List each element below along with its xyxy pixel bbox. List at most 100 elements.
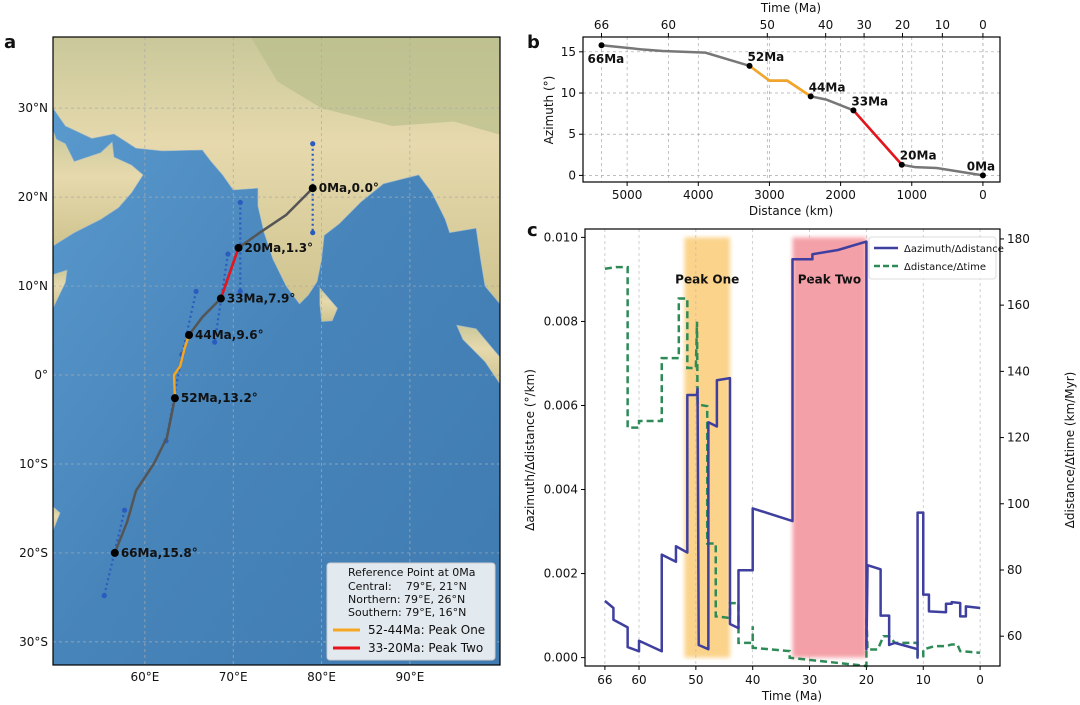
reference-point xyxy=(225,251,231,257)
c-x-tick-label: 66 xyxy=(597,673,612,687)
b-y-tick-label: 0 xyxy=(568,168,576,182)
b-x-tick-label: 0 xyxy=(979,188,987,202)
c-y-left-tick-label: 0.006 xyxy=(544,398,578,412)
c-legend xyxy=(868,236,997,280)
peak-band xyxy=(792,237,867,658)
c-x-tick-label: 30 xyxy=(802,673,817,687)
reference-point xyxy=(237,288,243,295)
legend-row-central: Central: 79°E, 21°N xyxy=(348,580,467,593)
c-ylabel-right: Δdistance/Δtime (km/Myr) xyxy=(1063,372,1077,529)
legend-entry-azimuth: Δazimuth/Δdistance xyxy=(904,244,1004,255)
peak-band-label: Peak Two xyxy=(798,273,861,287)
track-point xyxy=(185,330,194,339)
lon-tick-label: 80°E xyxy=(307,670,336,684)
azimuth-point-label: 33Ma xyxy=(851,94,888,108)
track-point-label: 52Ma,13.2° xyxy=(181,391,258,405)
c-y-right-tick-label: 60 xyxy=(1007,629,1022,643)
azimuth-point-label: 20Ma xyxy=(900,149,937,163)
panel-label-b: b xyxy=(527,32,540,53)
series-distance-time xyxy=(604,265,981,668)
azimuth-point-label: 66Ma xyxy=(588,52,625,66)
lat-tick-label: 0° xyxy=(34,368,48,382)
c-y-left-tick-label: 0.002 xyxy=(544,567,578,581)
c-x-tick-label: 50 xyxy=(688,673,703,687)
lon-tick-label: 70°E xyxy=(219,670,248,684)
legend-entry-distance: Δdistance/Δtime xyxy=(904,262,986,273)
b-y-tick-label: 10 xyxy=(561,86,576,100)
map-panel-a: 60°E 70°E 80°E 90°E 30°N 20°N 10°N 0° 10°S 20°S 30… xyxy=(18,36,501,684)
azimuth-distance-chart: Time (Ma) Distance (km) Azimuth (°) 5000… xyxy=(542,1,1001,218)
azimuth-point xyxy=(746,62,753,69)
lon-tick-label: 60°E xyxy=(130,670,159,684)
reference-point xyxy=(237,199,243,206)
azimuth-peak-two xyxy=(852,109,903,166)
c-y-right-tick-label: 180 xyxy=(1007,232,1030,246)
c-y-right-tick-label: 140 xyxy=(1007,364,1030,378)
track-point xyxy=(234,243,243,252)
b-top-tick-label: 60 xyxy=(661,18,676,32)
track-point-label: 20Ma,1.3° xyxy=(245,241,314,255)
b-top-tick-label: 66 xyxy=(594,18,609,32)
legend-entry-peak-one: 52-44Ma: Peak One xyxy=(368,623,485,637)
rate-time-chart: Time (Ma) Δazimuth/Δdistance (°/km) Δdis… xyxy=(523,228,1077,703)
c-frame xyxy=(584,228,1001,667)
dotted-reference-line xyxy=(180,291,198,355)
track-point-label: 66Ma,15.8° xyxy=(121,546,198,560)
b-x-tick-label: 4000 xyxy=(683,188,714,202)
land-mass xyxy=(319,286,338,322)
azimuth-point-label: 52Ma xyxy=(748,50,785,64)
c-x-tick-label: 60 xyxy=(631,673,646,687)
map-legend: Reference Point at 0Ma Central: 79°E, 21… xyxy=(326,562,496,661)
track-peak-two xyxy=(219,247,240,299)
azimuth-point-label: 0Ma xyxy=(967,159,995,173)
b-top-tick-label: 40 xyxy=(818,18,833,32)
reference-point xyxy=(193,288,199,295)
b-frame xyxy=(582,36,1001,183)
c-x-tick-label: 40 xyxy=(745,673,760,687)
c-y-left-tick-label: 0.008 xyxy=(544,314,578,328)
c-y-left-tick-label: 0.004 xyxy=(544,483,578,497)
c-y-right-tick-label: 100 xyxy=(1007,497,1030,511)
azimuth-point xyxy=(850,107,857,114)
b-top-tick-label: 20 xyxy=(895,18,910,32)
b-y-tick-label: 5 xyxy=(568,127,576,141)
track-point xyxy=(308,184,317,193)
legend-entry-peak-two: 33-20Ma: Peak Two xyxy=(368,641,483,655)
c-y-right-tick-label: 160 xyxy=(1007,298,1030,312)
b-top-tick-label: 0 xyxy=(979,18,987,32)
b-top-tick-label: 10 xyxy=(935,18,950,32)
reference-point xyxy=(101,593,107,599)
panel-label-a: a xyxy=(4,32,16,53)
lat-tick-label: 10°N xyxy=(18,279,48,293)
track-point-label: 0Ma,0.0° xyxy=(319,181,379,195)
b-y-tick-label: 15 xyxy=(561,45,576,59)
legend-title: Reference Point at 0Ma xyxy=(348,566,475,579)
series-azimuth-distance xyxy=(604,240,981,659)
azimuth-peak-one xyxy=(748,64,812,98)
c-y-left-tick-label: 0.000 xyxy=(544,651,578,665)
c-y-right-tick-label: 80 xyxy=(1007,563,1022,577)
b-xlabel: Distance (km) xyxy=(749,204,833,218)
b-top-xlabel: Time (Ma) xyxy=(760,1,821,15)
b-top-tick-label: 50 xyxy=(760,18,775,32)
track-peak-one xyxy=(172,334,191,399)
b-x-tick-label: 1000 xyxy=(896,188,927,202)
c-x-tick-label: 20 xyxy=(859,673,874,687)
b-x-tick-label: 2000 xyxy=(825,188,856,202)
azimuth-point xyxy=(807,93,814,100)
lon-tick-label: 90°E xyxy=(395,670,424,684)
map-legend-box xyxy=(326,562,496,661)
reference-point xyxy=(310,230,316,236)
azimuth-point xyxy=(898,161,905,168)
azimuth-point-label: 44Ma xyxy=(809,80,846,94)
legend-row-southern: Southern: 79°E, 16°N xyxy=(348,606,466,619)
reference-point xyxy=(121,507,128,513)
track-point xyxy=(216,294,225,303)
track-point-label: 33Ma,7.9° xyxy=(227,292,296,306)
peak-band-label: Peak One xyxy=(675,273,739,287)
c-x-tick-label: 10 xyxy=(916,673,931,687)
track-point xyxy=(110,548,119,557)
track-point-label: 44Ma,9.6° xyxy=(195,328,264,342)
himalaya-relief xyxy=(250,37,500,135)
